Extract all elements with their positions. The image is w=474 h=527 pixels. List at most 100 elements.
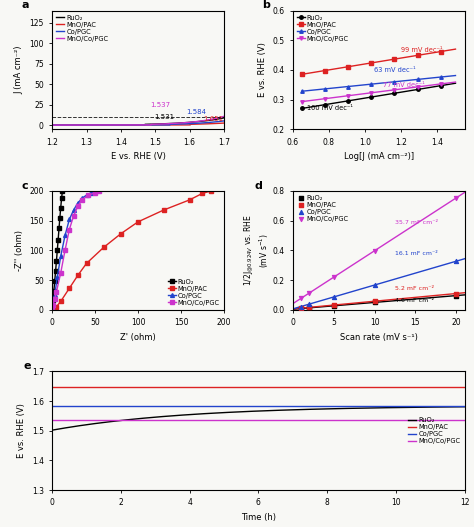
MnO/Co/PGC: [66, 227, 72, 233]
RuO₂: [59, 195, 64, 201]
MnO/PAC: [297, 304, 305, 313]
MnO/Co/PGC: [62, 247, 68, 253]
RuO₂: [340, 99, 346, 105]
Co/PGC: [149, 122, 155, 128]
Co/PGC: [439, 74, 445, 80]
MnO/PAC: [187, 197, 192, 203]
MnO/Co/PGC: [297, 294, 305, 302]
Co/PGC: [83, 192, 89, 198]
Co/PGC: [74, 403, 80, 409]
X-axis label: Time (h): Time (h): [241, 513, 276, 522]
MnO/Co/PGC: [362, 417, 368, 424]
Text: a: a: [21, 0, 29, 10]
RuO₂: [149, 121, 155, 128]
MnO/PAC: [462, 384, 467, 390]
Y-axis label: 1/2J$_{@0.924V}$ vs. RHE
(mV s$^{-1}$): 1/2J$_{@0.924V}$ vs. RHE (mV s$^{-1}$): [243, 214, 271, 286]
RuO₂: [289, 407, 294, 413]
Legend: RuO₂, MnO/PAC, Co/PGC, MnO/Co/PGC: RuO₂, MnO/PAC, Co/PGC, MnO/Co/PGC: [296, 14, 349, 42]
MnO/Co/PGC: [97, 188, 102, 194]
RuO₂: [55, 247, 60, 253]
RuO₂: [49, 122, 55, 128]
Co/PGC: [79, 195, 85, 201]
Co/PGC: [362, 403, 368, 409]
RuO₂: [180, 120, 185, 126]
MnO/Co/PGC: [312, 417, 318, 424]
Line: RuO₂: RuO₂: [52, 118, 224, 125]
MnO/Co/PGC: [330, 273, 337, 281]
Y-axis label: -Z'' (ohm): -Z'' (ohm): [15, 230, 24, 271]
MnO/PAC: [75, 272, 81, 278]
MnO/Co/PGC: [50, 302, 56, 308]
MnO/Co/PGC: [60, 122, 65, 128]
Co/PGC: [75, 200, 81, 206]
RuO₂: [308, 104, 314, 110]
MnO/PAC: [221, 120, 227, 126]
RuO₂: [439, 82, 445, 89]
RuO₂: [154, 121, 159, 127]
Co/PGC: [66, 216, 72, 222]
RuO₂: [312, 406, 318, 412]
RuO₂: [330, 301, 337, 310]
MnO/Co/PGC: [49, 305, 55, 311]
MnO/Co/PGC: [289, 417, 294, 424]
MnO/PAC: [74, 384, 80, 390]
RuO₂: [404, 404, 410, 411]
RuO₂: [197, 118, 203, 124]
Co/PGC: [297, 302, 305, 311]
MnO/PAC: [49, 122, 55, 128]
Co/PGC: [49, 122, 55, 128]
MnO/PAC: [180, 122, 185, 128]
MnO/PAC: [50, 307, 56, 313]
MnO/PAC: [308, 70, 314, 76]
RuO₂: [221, 115, 227, 121]
Co/PGC: [60, 122, 65, 128]
MnO/PAC: [58, 298, 64, 305]
MnO/Co/PGC: [371, 247, 378, 255]
Co/PGC: [462, 403, 467, 409]
RuO₂: [74, 423, 80, 429]
Co/PGC: [92, 188, 98, 194]
RuO₂: [58, 204, 64, 211]
Text: e: e: [23, 361, 31, 371]
MnO/Co/PGC: [54, 289, 59, 295]
Legend: RuO₂, MnO/PAC, Co/PGC, MnO/Co/PGC: RuO₂, MnO/PAC, Co/PGC, MnO/Co/PGC: [296, 194, 349, 222]
MnO/PAC: [200, 190, 205, 197]
Line: Co/PGC: Co/PGC: [50, 189, 97, 311]
Co/PGC: [453, 72, 458, 79]
MnO/PAC: [154, 122, 159, 128]
Co/PGC: [453, 257, 460, 266]
MnO/PAC: [371, 297, 378, 306]
MnO/Co/PGC: [154, 121, 159, 128]
X-axis label: E vs. RHE (V): E vs. RHE (V): [110, 152, 165, 161]
Y-axis label: E vs. RHE (V): E vs. RHE (V): [258, 43, 267, 97]
RuO₂: [60, 122, 65, 128]
Y-axis label: E vs. RHE (V): E vs. RHE (V): [17, 403, 26, 458]
Text: 99 mV dec⁻¹: 99 mV dec⁻¹: [401, 47, 443, 53]
RuO₂: [453, 291, 460, 300]
MnO/PAC: [305, 70, 311, 76]
MnO/Co/PGC: [328, 95, 333, 101]
Co/PGC: [180, 121, 185, 127]
RuO₂: [49, 427, 55, 433]
MnO/Co/PGC: [79, 197, 85, 203]
MnO/PAC: [404, 384, 410, 390]
Line: MnO/Co/PGC: MnO/Co/PGC: [50, 189, 101, 310]
MnO/Co/PGC: [453, 193, 460, 202]
X-axis label: Log[J (mA cm⁻²)]: Log[J (mA cm⁻²)]: [344, 152, 414, 161]
Text: 1.531: 1.531: [155, 114, 175, 120]
RuO₂: [328, 101, 333, 107]
MnO/Co/PGC: [453, 79, 458, 85]
Co/PGC: [404, 403, 410, 409]
MnO/Co/PGC: [180, 120, 185, 126]
MnO/Co/PGC: [439, 81, 445, 87]
MnO/Co/PGC: [445, 80, 451, 86]
Co/PGC: [88, 190, 94, 196]
MnO/Co/PGC: [52, 296, 57, 302]
Co/PGC: [371, 281, 378, 289]
MnO/PAC: [135, 219, 141, 225]
RuO₂: [49, 307, 55, 313]
Line: MnO/PAC: MnO/PAC: [51, 189, 213, 311]
Line: RuO₂: RuO₂: [50, 189, 64, 311]
MnO/PAC: [340, 64, 346, 71]
RuO₂: [52, 278, 57, 285]
